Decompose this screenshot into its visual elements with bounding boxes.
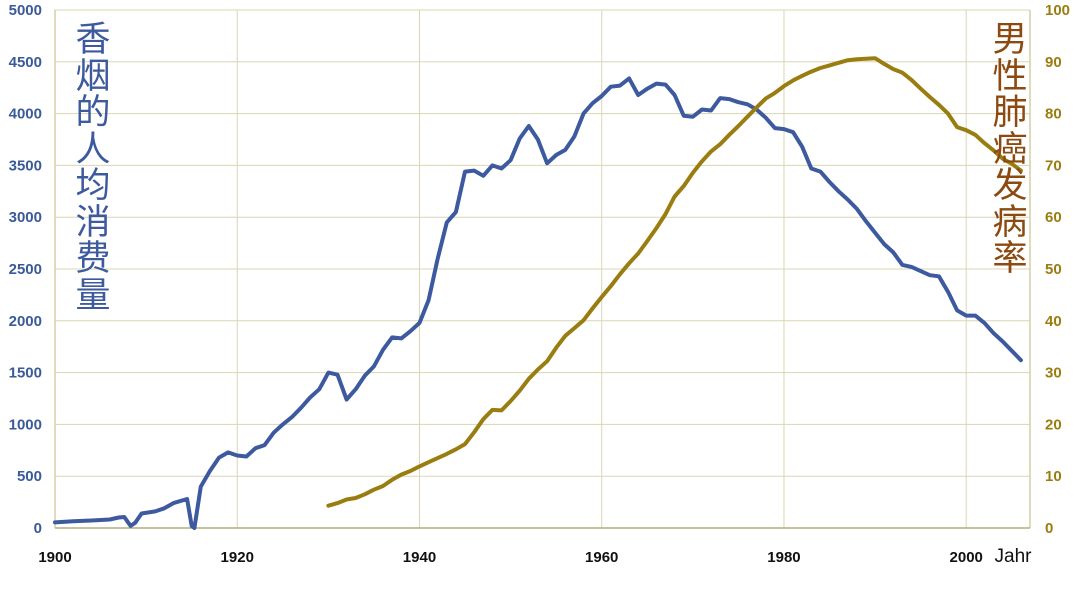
y-axis-left-label: 香烟的人均消费量 — [71, 22, 115, 314]
axis-label-char: 均 — [75, 166, 111, 206]
y-left-tick-label: 3500 — [9, 157, 42, 174]
axis-label-char: 的 — [75, 93, 111, 133]
y-right-tick-label: 60 — [1045, 209, 1062, 226]
y-right-tick-label: 100 — [1045, 2, 1070, 19]
axis-label-char: 费 — [75, 239, 111, 279]
axis-label-char: 性 — [992, 56, 1028, 97]
series-line-lung-cancer-rate — [326, 56, 1023, 508]
series-line-cigarette-consumption — [53, 76, 1023, 530]
y-right-tick-label: 10 — [1045, 468, 1062, 485]
y-right-tick-label: 0 — [1045, 520, 1053, 537]
axis-label-char: 香 — [75, 20, 111, 60]
y-left-tick-label: 2500 — [9, 261, 42, 278]
y-left-tick-label: 0 — [34, 520, 42, 537]
y-right-tick-label: 90 — [1045, 54, 1062, 71]
series-layer — [53, 56, 1023, 530]
axis-label-char: 男 — [992, 20, 1028, 60]
x-tick-label: 1960 — [585, 549, 618, 566]
y-right-tick-label: 30 — [1045, 365, 1062, 382]
axis-label-char: 量 — [75, 275, 111, 316]
y-left-tick-label: 4500 — [9, 54, 42, 71]
y-left-tick-label: 4000 — [9, 106, 42, 123]
axis-label-char: 肺 — [992, 93, 1028, 133]
axis-label-char: 烟 — [75, 56, 111, 97]
x-tick-label: 1900 — [38, 549, 71, 566]
y-left-tick-label: 500 — [17, 468, 42, 485]
y-left-tick-label: 3000 — [9, 209, 42, 226]
y-left-tick-label: 1000 — [9, 416, 42, 433]
y-left-tick-label: 2000 — [9, 313, 42, 330]
y-axis-right-ticks: 0 10 20 30 40 50 60 70 80 90 100 — [1045, 2, 1070, 537]
grid — [54, 9, 1031, 529]
x-tick-label: 1940 — [403, 549, 436, 566]
x-tick-label: 1980 — [767, 549, 800, 566]
y-left-tick-label: 5000 — [9, 2, 42, 19]
y-axis-right-label: 男性肺癌发病率 — [988, 22, 1032, 278]
axis-label-char: 发 — [992, 166, 1028, 206]
y-axis-left-ticks: 0 500 1000 1500 2000 2500 3000 3500 4000 4500 5000 — [9, 2, 42, 537]
y-right-tick-label: 20 — [1045, 416, 1062, 433]
axis-label-char: 癌 — [992, 129, 1028, 170]
axis-label-char: 病 — [992, 202, 1028, 243]
y-left-tick-label: 1500 — [9, 365, 42, 382]
axis-label-char: 率 — [992, 239, 1028, 279]
y-right-tick-label: 80 — [1045, 106, 1062, 123]
axis-label-char: 消 — [75, 202, 111, 243]
x-axis-ticks: 1900 1920 1940 1960 1980 2000 — [38, 549, 983, 566]
x-tick-label: 1920 — [221, 549, 254, 566]
y-right-tick-label: 70 — [1045, 157, 1062, 174]
y-right-tick-label: 50 — [1045, 261, 1062, 278]
axis-label-char: 人 — [75, 129, 111, 170]
y-right-tick-label: 40 — [1045, 313, 1062, 330]
x-axis-label: Jahr — [995, 546, 1033, 567]
x-tick-label: 2000 — [950, 549, 983, 566]
